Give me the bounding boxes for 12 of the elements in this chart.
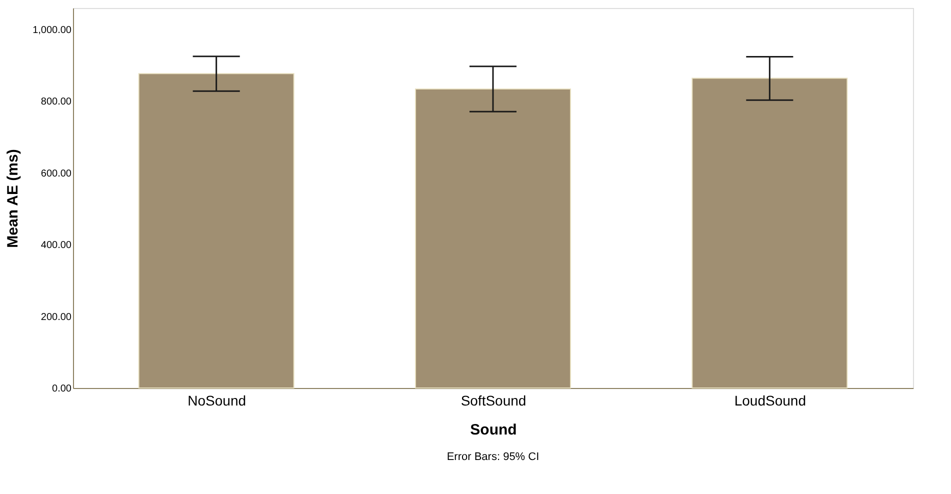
y-tick-label: 200.00	[40, 312, 72, 323]
text: Error Bars: 95% CI	[446, 451, 540, 463]
x-axis-title: Sound	[470, 422, 517, 438]
x-tick-label: SoftSound	[460, 392, 526, 408]
y-tick-label: 800.00	[40, 96, 72, 108]
y-tick-label: 400.00	[40, 240, 72, 252]
x-tick-label: NoSound	[188, 392, 246, 408]
y-tick-label: 0.00	[52, 384, 72, 394]
y-tick-label: 1,000.00	[32, 25, 72, 36]
y-tick-label: 600.00	[40, 168, 72, 180]
y-axis-title: Mean AE (ms)	[4, 149, 22, 248]
x-tick-label: LoudSound	[734, 392, 806, 408]
